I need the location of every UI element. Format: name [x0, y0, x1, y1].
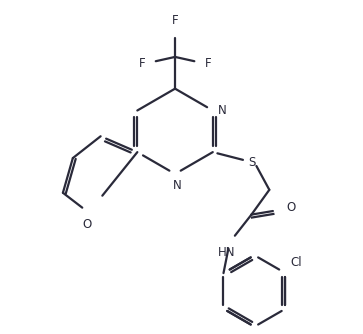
Text: O: O [286, 201, 295, 214]
Text: S: S [248, 156, 255, 169]
Text: O: O [82, 217, 91, 230]
Text: F: F [205, 57, 211, 70]
Text: F: F [172, 14, 178, 27]
Text: Cl: Cl [290, 256, 302, 269]
Text: F: F [139, 57, 145, 70]
Text: N: N [218, 104, 227, 117]
Text: N: N [173, 179, 182, 192]
Text: HN: HN [218, 246, 235, 259]
